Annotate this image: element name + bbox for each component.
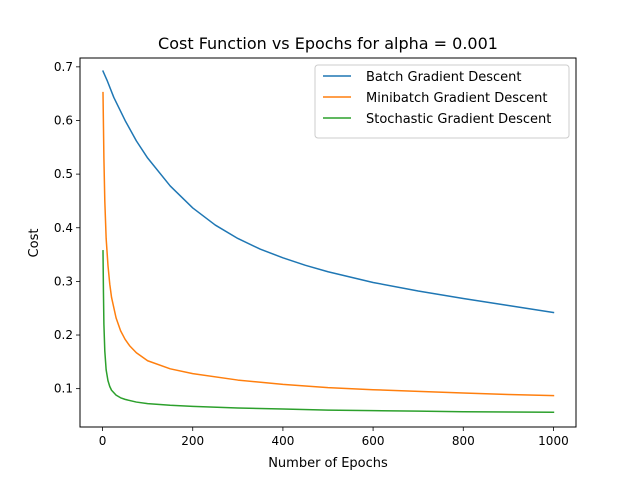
- x-tick-label: 800: [452, 434, 475, 448]
- y-axis-ticks: 0.1 0.2 0.3 0.4 0.5 0.6 0.7: [54, 60, 80, 396]
- series-layer: [102, 70, 555, 414]
- legend-label-2: Stochastic Gradient Descent: [366, 112, 551, 127]
- x-tick-label: 200: [181, 434, 204, 448]
- legend-box: [314, 64, 570, 139]
- y-tick-label: 0.2: [54, 328, 73, 342]
- y-tick-label: 0.1: [54, 382, 73, 396]
- y-tick-label: 0.3: [54, 274, 73, 288]
- plot-area-frame: [79, 57, 577, 428]
- series-line-1: [102, 91, 555, 397]
- x-axis-label: Number of Epochs: [268, 456, 388, 471]
- y-tick-label: 0.7: [54, 60, 73, 74]
- x-tick-label: 400: [271, 434, 294, 448]
- x-axis-ticks: 0 200 400 600 800 1000: [99, 427, 569, 448]
- y-tick-label: 0.4: [54, 221, 73, 235]
- x-tick-label: 1000: [538, 434, 569, 448]
- y-tick-label: 0.6: [54, 113, 73, 127]
- chart-title: Cost Function vs Epochs for alpha = 0.00…: [158, 34, 498, 53]
- x-tick-label: 0: [99, 434, 107, 448]
- series-line-2: [102, 250, 555, 414]
- x-tick-label: 600: [362, 434, 385, 448]
- legend-label-0: Batch Gradient Descent: [366, 70, 521, 85]
- legend-label-1: Minibatch Gradient Descent: [366, 91, 548, 106]
- series-line-0: [102, 70, 555, 314]
- legend: Batch Gradient Descent Minibatch Gradient…: [314, 64, 570, 139]
- y-axis-label: Cost: [27, 229, 42, 258]
- y-tick-label: 0.5: [54, 167, 73, 181]
